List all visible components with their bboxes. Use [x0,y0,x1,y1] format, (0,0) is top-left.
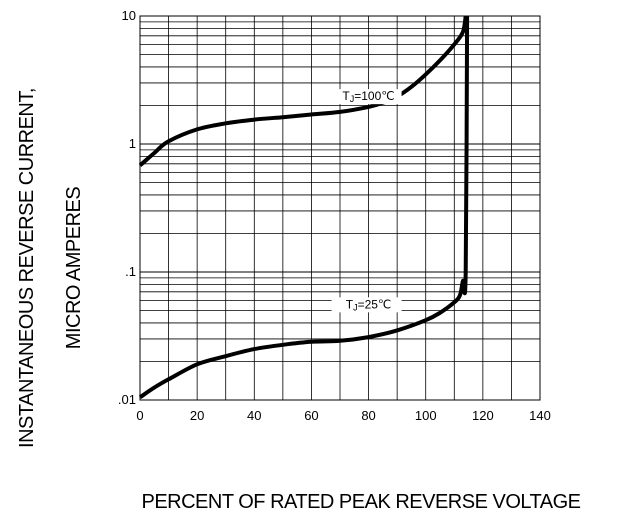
series-label-bg [331,297,402,313]
y-axis-title-line2: MICRO AMPERES [63,187,85,350]
series-label: TJ=100℃ [342,89,394,104]
y-tick-label: 10 [122,8,136,23]
x-tick-label: 100 [415,408,437,423]
x-tick-label: 120 [472,408,494,423]
series-line-1 [138,15,470,399]
x-tick-label: 60 [304,408,318,423]
x-tick-label: 80 [361,408,375,423]
x-tick-label: 40 [247,408,261,423]
y-tick-label: 1 [129,136,136,151]
grid [140,16,540,400]
series-label: TJ=25℃ [346,297,392,312]
series-layer: TJ=100℃ TJ=25℃ [138,15,470,399]
y-axis-title-line1: INSTANTANEOUS REVERSE CURRENT, [16,88,38,448]
x-tick-label: 20 [190,408,204,423]
series-label-bg [331,89,402,105]
x-tick-label: 140 [529,408,551,423]
x-tick-label: 0 [136,408,143,423]
y-tick-label: .01 [118,392,136,407]
series-line-0 [138,15,468,167]
y-tick-label: .1 [125,264,136,279]
x-axis-title: PERCENT OF RATED PEAK REVERSE VOLTAGE [141,491,580,513]
plot-frame [139,15,541,401]
tick-labels: 0 20 40 60 80 100 120 140 .01 .1 1 10 [118,8,551,423]
